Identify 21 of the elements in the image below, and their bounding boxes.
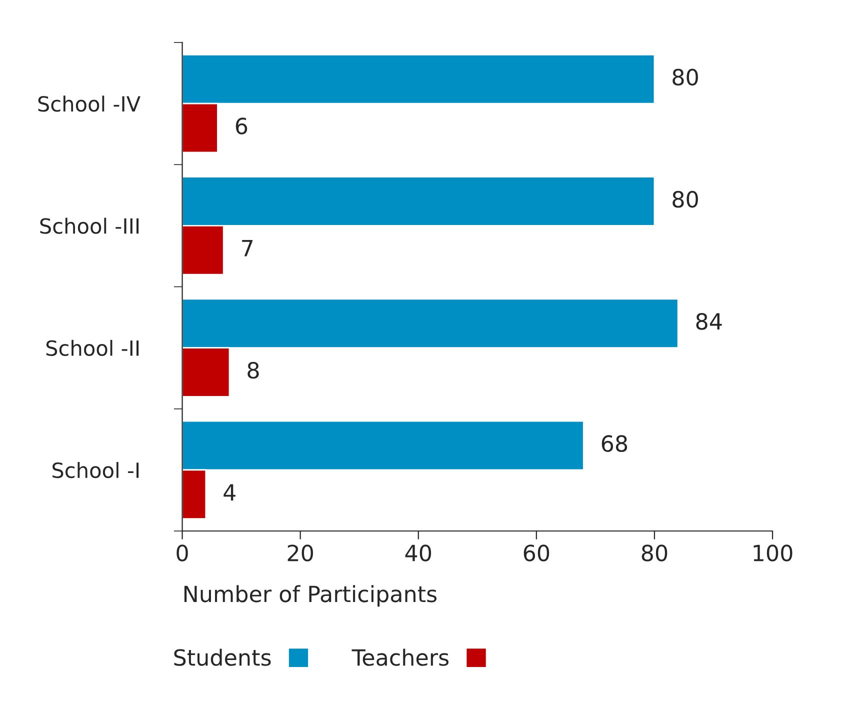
y-tick-label: School -III (40, 218, 139, 234)
x-tick-label: 80 (642, 544, 668, 562)
data-label: 68 (602, 435, 628, 452)
data-label: 6 (236, 118, 248, 134)
x-tick-label: 20 (288, 544, 313, 562)
data-label: 84 (696, 313, 722, 330)
y-tick-label: School -IV (38, 96, 140, 112)
y-tick-label: School -II (46, 340, 139, 356)
legend-label: Teachers (352, 648, 449, 666)
data-label: 7 (242, 240, 253, 256)
data-label: 4 (224, 484, 236, 500)
x-axis-title: Number of Participants (184, 585, 437, 607)
y-tick-label: School -I (52, 462, 139, 478)
x-tick-label: 0 (176, 544, 188, 562)
data-label: 80 (672, 68, 698, 86)
x-tick-label: 40 (405, 544, 432, 562)
legend-label: Students (174, 648, 271, 666)
data-label: 80 (672, 190, 698, 208)
data-label: 8 (248, 362, 259, 379)
x-tick-label: 100 (754, 544, 792, 562)
x-tick-label: 60 (524, 544, 550, 562)
